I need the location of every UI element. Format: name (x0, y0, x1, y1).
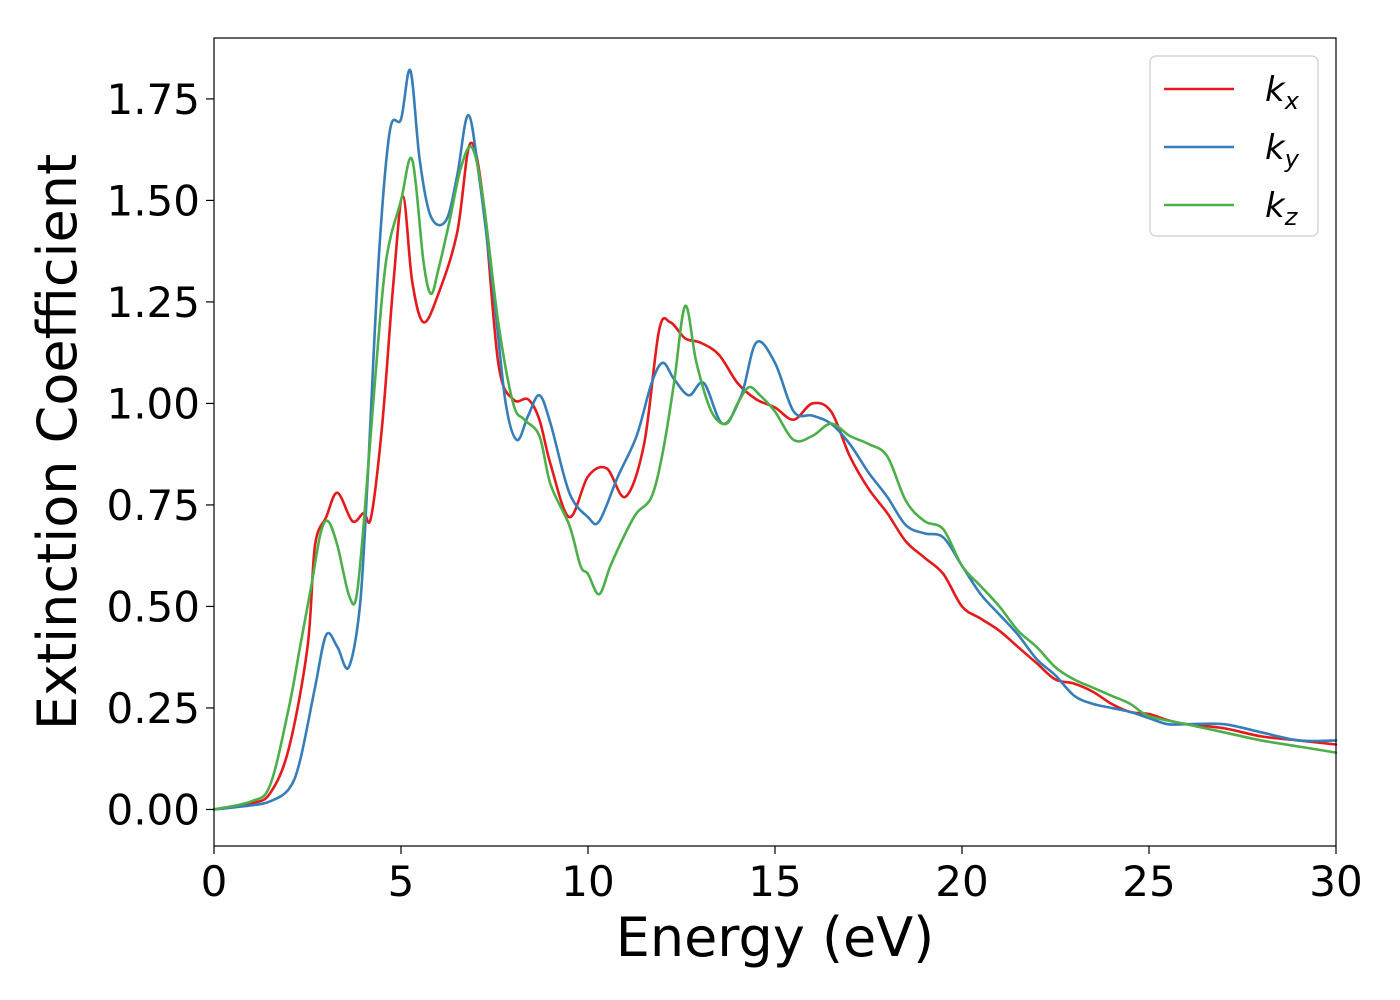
y-tick-label: 1.00 (106, 379, 200, 428)
y-tick-label: 1.50 (106, 176, 200, 225)
legend: kx ky kz (1149, 55, 1319, 237)
y-tick-label: 1.75 (106, 75, 200, 124)
x-tick-label: 30 (1309, 857, 1362, 906)
y-tick-label: 0.50 (106, 582, 200, 631)
x-tick-label: 10 (561, 857, 614, 906)
series-line-kx (212, 141, 1338, 811)
x-tick-label: 0 (201, 857, 228, 906)
series-line-kz (212, 145, 1338, 811)
y-tick-label: 1.25 (106, 278, 200, 327)
y-axis-label: Extinction Coefficient (26, 154, 89, 730)
x-tick-label: 20 (935, 857, 988, 906)
x-tick-label: 5 (388, 857, 415, 906)
legend-label-ky: ky (1265, 128, 1300, 173)
y-tick-label: 0.75 (106, 481, 200, 530)
series-layer (212, 68, 1338, 811)
legend-label-kx: kx (1265, 70, 1300, 115)
x-tick-label: 15 (748, 857, 801, 906)
y-tick-label: 0.00 (106, 785, 200, 834)
y-axis: 0.00 0.25 0.50 0.75 1.00 1.25 1.50 1.75 (106, 75, 214, 834)
x-tick-label: 25 (1122, 857, 1175, 906)
x-axis: 0 5 10 15 20 25 30 (201, 846, 1363, 906)
legend-label-kz: kz (1265, 186, 1299, 231)
y-tick-label: 0.25 (106, 684, 200, 733)
x-axis-label: Energy (eV) (616, 906, 935, 969)
series-line-ky (212, 68, 1338, 811)
